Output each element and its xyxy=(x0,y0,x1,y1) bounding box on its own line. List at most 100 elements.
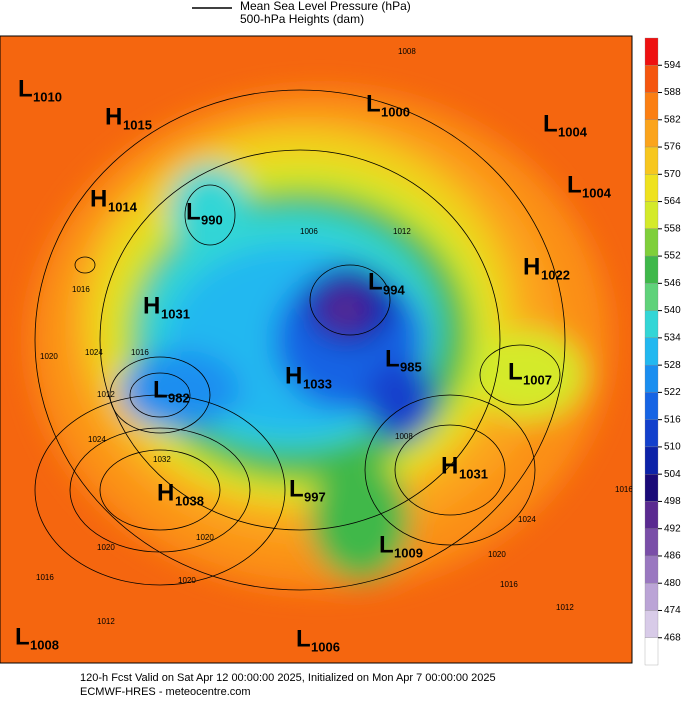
isobar-label: 1016 xyxy=(131,348,149,357)
pressure-center-value: 1009 xyxy=(394,545,423,560)
colorbar-label: 516 xyxy=(664,414,681,425)
pressure-center-value: 985 xyxy=(400,359,422,374)
pressure-center-letter: H xyxy=(441,452,458,479)
colorbar-label: 570 xyxy=(664,169,681,180)
colorbar-cell xyxy=(644,610,659,638)
pressure-center-value: 994 xyxy=(383,282,405,297)
isobar-label: 1016 xyxy=(500,580,518,589)
colorbar-cell xyxy=(644,119,659,148)
colorbar-cell xyxy=(644,337,659,366)
colorbar-label: 492 xyxy=(664,523,681,534)
pressure-center-letter: L xyxy=(379,531,394,558)
colorbar-cell xyxy=(644,474,659,502)
colorbar-label: 582 xyxy=(664,114,681,125)
pressure-center-letter: L xyxy=(543,110,558,137)
pressure-center-value: 990 xyxy=(201,212,223,227)
isobars xyxy=(34,89,566,591)
height-field xyxy=(0,36,632,663)
colorbar-label: 534 xyxy=(664,333,681,344)
colorbar-cell xyxy=(644,255,659,284)
pressure-center-value: 1004 xyxy=(558,124,588,139)
colorbar-label: 546 xyxy=(664,278,681,289)
pressure-center-letter: H xyxy=(143,292,160,319)
isobar-label: 1024 xyxy=(88,435,106,444)
legend-heights: 500-hPa Heights (dam) xyxy=(240,12,364,26)
colorbar-cell xyxy=(644,528,659,557)
legend-mslp: Mean Sea Level Pressure (hPa) xyxy=(240,0,411,13)
colorbar-cell xyxy=(644,364,659,393)
colorbar-cell xyxy=(644,146,659,175)
isobar-label: 1008 xyxy=(395,432,413,441)
pressure-center-value: 1006 xyxy=(311,639,340,654)
colorbar-label: 588 xyxy=(664,87,681,98)
isobar-label: 1012 xyxy=(393,227,411,236)
colorbar-label: 576 xyxy=(664,142,681,153)
colorbar-cell xyxy=(644,446,659,475)
colorbar-cell xyxy=(644,583,659,611)
colorbar-label: 564 xyxy=(664,196,681,207)
colorbar-label: 504 xyxy=(664,469,681,480)
colorbar-cell xyxy=(644,201,659,229)
colorbar-label: 498 xyxy=(664,496,681,507)
isobar-label: 1020 xyxy=(488,550,506,559)
footer-line2: ECMWF-HRES - meteocentre.com xyxy=(80,686,251,698)
pressure-center-letter: L xyxy=(296,625,311,652)
pressure-center-value: 982 xyxy=(168,390,190,405)
isobar-label: 1012 xyxy=(556,603,574,612)
pressure-center-value: 997 xyxy=(304,489,326,504)
pressure-center-value: 1007 xyxy=(523,372,552,387)
colorbar-cell xyxy=(644,65,659,93)
isobar-label: 1024 xyxy=(85,348,103,357)
colorbar-label: 522 xyxy=(664,387,681,398)
pressure-center-value: 1022 xyxy=(541,267,570,282)
isobar-label: 1032 xyxy=(153,455,171,464)
pressure-center-value: 1033 xyxy=(303,376,332,391)
pressure-center-letter: L xyxy=(15,623,30,650)
pressure-center-letter: L xyxy=(385,345,400,372)
pressure-center-value: 1000 xyxy=(381,104,410,119)
colorbar-label: 510 xyxy=(664,442,681,453)
pressure-center-letter: L xyxy=(368,268,383,295)
pressure-center-letter: L xyxy=(508,358,523,385)
pressure-center-letter: L xyxy=(289,475,304,502)
colorbar-label: 486 xyxy=(664,551,681,562)
colorbar-cell xyxy=(644,283,659,311)
pressure-center-letter: L xyxy=(567,171,582,198)
colorbar: 594 588 582 576 570 564 558 552 546 540 534 528 522 5… xyxy=(644,37,681,666)
isobar-label: 1012 xyxy=(97,617,115,626)
colorbar-label: 552 xyxy=(664,251,681,262)
isobar-label: 1024 xyxy=(518,515,536,524)
isobar-label: 1008 xyxy=(398,47,416,56)
pressure-center-letter: L xyxy=(153,376,168,403)
pressure-center-value: 1008 xyxy=(30,637,59,652)
colorbar-cell xyxy=(644,555,659,584)
pressure-center-value: 1010 xyxy=(33,89,62,104)
pressure-center-letter: H xyxy=(105,103,122,130)
pressure-center-value: 1014 xyxy=(108,199,138,214)
colorbar-cell xyxy=(644,174,659,202)
colorbar-label: 480 xyxy=(664,578,681,589)
pressure-center-letter: L xyxy=(18,75,33,102)
colorbar-cell xyxy=(644,419,659,448)
isobar-label: 1012 xyxy=(97,390,115,399)
pressure-center-letter: H xyxy=(285,362,302,389)
pressure-center-letter: L xyxy=(366,90,381,117)
isobar-label: 1016 xyxy=(615,485,633,494)
isobar-label: 1020 xyxy=(196,533,214,542)
pressure-center-value: 1015 xyxy=(123,117,152,132)
colorbar-cell xyxy=(644,637,659,666)
colorbar-label: 540 xyxy=(664,305,681,316)
pressure-center-letter: L xyxy=(186,198,201,225)
isobar-label: 1020 xyxy=(40,352,58,361)
colorbar-cell xyxy=(644,37,659,66)
colorbar-label: 594 xyxy=(664,60,681,71)
colorbar-label: 474 xyxy=(664,605,681,616)
footer-line1: 120-h Fcst Valid on Sat Apr 12 00:00:00 … xyxy=(80,672,496,684)
isobar-label: 1020 xyxy=(178,576,196,585)
map-frame xyxy=(0,35,633,664)
isobar-label: 1016 xyxy=(72,285,90,294)
pressure-center-value: 1038 xyxy=(175,493,204,508)
pressure-center-value: 1004 xyxy=(582,185,612,200)
